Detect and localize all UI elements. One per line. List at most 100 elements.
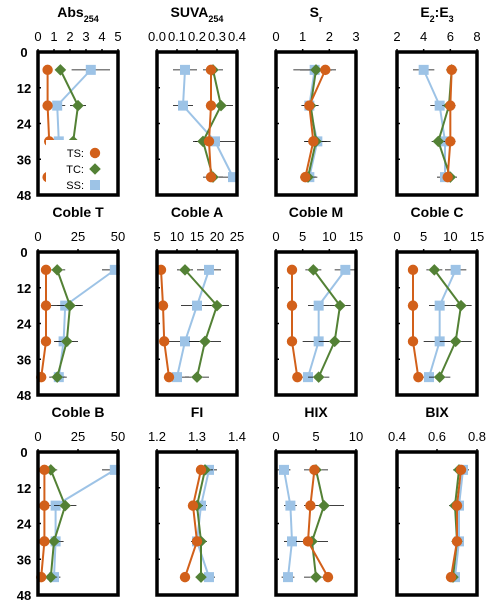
x-tick-label: 1.3: [188, 429, 206, 444]
x-tick-label: 5: [153, 229, 160, 244]
series-tc: [44, 464, 77, 583]
panel-title: Coble B: [52, 404, 105, 420]
series-ts: [286, 264, 303, 383]
legend-label: TC:: [66, 164, 84, 176]
legend: TS: TC: SS:: [46, 140, 106, 192]
series-ts: [407, 264, 424, 383]
panel-coble-m: Coble M 0 5 10 15: [272, 204, 363, 397]
data-point-tc: [51, 264, 63, 276]
y-tick-label: 0: [20, 45, 27, 60]
panel-fi: FI 1.2 1.3 1.4: [148, 404, 246, 597]
data-point-ts: [39, 464, 50, 476]
series-line-tc: [195, 469, 206, 578]
x-tick-label: 25: [71, 429, 85, 444]
x-tick-label: 0.3: [208, 29, 226, 44]
data-point-tc: [334, 299, 346, 312]
series-line-ss: [53, 469, 116, 578]
series-ss: [297, 264, 356, 383]
series-line-tc: [310, 469, 326, 578]
data-point-tc: [195, 571, 207, 583]
data-point-tc: [328, 335, 341, 348]
series-line-ts: [207, 69, 212, 178]
series-ts: [302, 464, 334, 583]
data-point-tc: [61, 335, 73, 348]
x-tick-label: 20: [210, 229, 224, 244]
x-tick-label: 5: [299, 229, 306, 244]
data-point-ts: [308, 136, 319, 147]
data-point-ts: [286, 300, 298, 311]
x-tick-label: 1: [299, 29, 306, 44]
series-line-tc: [312, 269, 342, 378]
y-tick-label: 12: [17, 481, 31, 496]
x-tick-label: 25: [71, 229, 85, 244]
data-point-tc: [312, 371, 325, 383]
data-point-ts: [445, 136, 456, 147]
series-line-ts: [412, 269, 420, 378]
legend-marker-ss: [90, 180, 100, 190]
data-point-tc: [45, 571, 57, 583]
y-tick-label: 36: [17, 152, 31, 167]
panel-title: FI: [191, 404, 203, 420]
series-line-ts: [306, 469, 329, 578]
panel-title: Abs254: [57, 4, 98, 24]
plot-frame: [155, 250, 239, 397]
plot-frame: [395, 450, 479, 597]
data-point-ss: [418, 64, 429, 75]
panel-title: Coble M: [289, 204, 343, 220]
x-tick-label: 0: [34, 429, 41, 444]
data-point-ts: [286, 336, 298, 347]
plot-frame: [36, 50, 120, 197]
series-line-tc: [307, 69, 318, 178]
series-ss: [277, 464, 300, 583]
panel-title: Coble C: [411, 204, 464, 220]
data-point-ts: [309, 464, 320, 476]
y-tick-label: 24: [17, 517, 32, 532]
data-point-ts: [445, 100, 456, 111]
plot-frame: [274, 50, 358, 197]
series-line-tc: [201, 69, 223, 178]
series-line-ts: [40, 269, 47, 378]
x-tick-label: 10: [349, 429, 363, 444]
data-point-tc: [54, 64, 67, 76]
data-point-ts: [302, 536, 314, 547]
data-point-tc: [199, 335, 211, 348]
x-tick-label: 5: [312, 429, 319, 444]
panel-hix: HIX 0 5 10: [272, 404, 363, 597]
data-point-tc: [432, 135, 445, 148]
data-point-ts: [205, 100, 217, 111]
data-point-ts: [451, 500, 463, 511]
series-tc: [49, 264, 83, 383]
series-tc: [296, 464, 344, 583]
x-tick-label: 25: [230, 229, 244, 244]
panel-title: HIX: [304, 404, 328, 420]
panel-title: Sr: [310, 4, 323, 24]
data-point-ss: [109, 264, 120, 275]
data-point-ss: [178, 100, 188, 111]
data-point-tc: [179, 264, 191, 276]
y-tick-label: 48: [17, 588, 31, 603]
data-point-ss: [279, 464, 289, 475]
data-point-tc: [318, 499, 330, 512]
series-line-tc: [184, 269, 219, 378]
x-tick-label: 3: [82, 29, 89, 44]
data-point-tc: [215, 99, 227, 112]
series-line-tc: [56, 269, 72, 378]
data-point-tc: [310, 571, 322, 583]
x-tick-label: 0: [34, 229, 41, 244]
series-ts: [155, 264, 175, 383]
data-point-tc: [59, 499, 71, 512]
data-point-ss: [172, 372, 182, 383]
x-tick-label: 0.8: [468, 429, 486, 444]
series-tc: [426, 264, 472, 383]
data-point-ts: [179, 571, 191, 583]
data-point-ss: [434, 100, 445, 111]
series-line-tc: [433, 269, 463, 378]
plot-frame: [36, 450, 120, 597]
legend-label: SS:: [66, 180, 84, 192]
x-tick-label: 0.4: [388, 429, 406, 444]
data-point-ss: [228, 172, 238, 183]
series-line-ss: [181, 69, 234, 178]
x-tick-label: 0: [272, 29, 279, 44]
